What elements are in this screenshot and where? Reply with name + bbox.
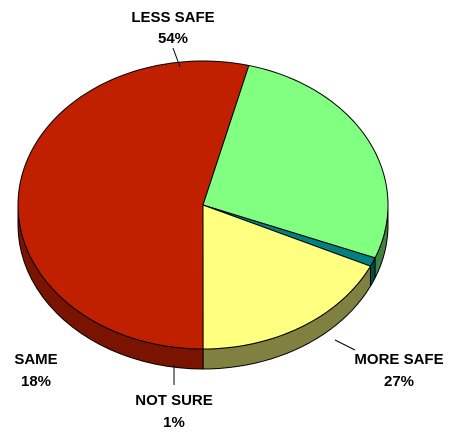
label-same-name: SAME [14, 351, 57, 368]
label-more-safe-value: 27% [384, 373, 414, 390]
leader-lines [172, 47, 356, 385]
label-less-safe-name: LESS SAFE [131, 9, 214, 26]
leader-line-0 [172, 47, 181, 68]
label-less-safe-value: 54% [158, 30, 188, 47]
slice-labels: LESS SAFE 54% MORE SAFE 27% NOT SURE 1% … [14, 9, 443, 431]
pie-tops [17, 60, 389, 350]
label-more-safe-name: MORE SAFE [354, 351, 443, 368]
label-not-sure-value: 1% [163, 414, 185, 431]
label-not-sure-name: NOT SURE [135, 392, 213, 409]
slice-same [202, 204, 371, 350]
leader-line-1 [334, 339, 356, 351]
slice-more-safe [202, 65, 389, 259]
label-same-value: 18% [21, 373, 51, 390]
slice-less-safe [17, 60, 250, 350]
